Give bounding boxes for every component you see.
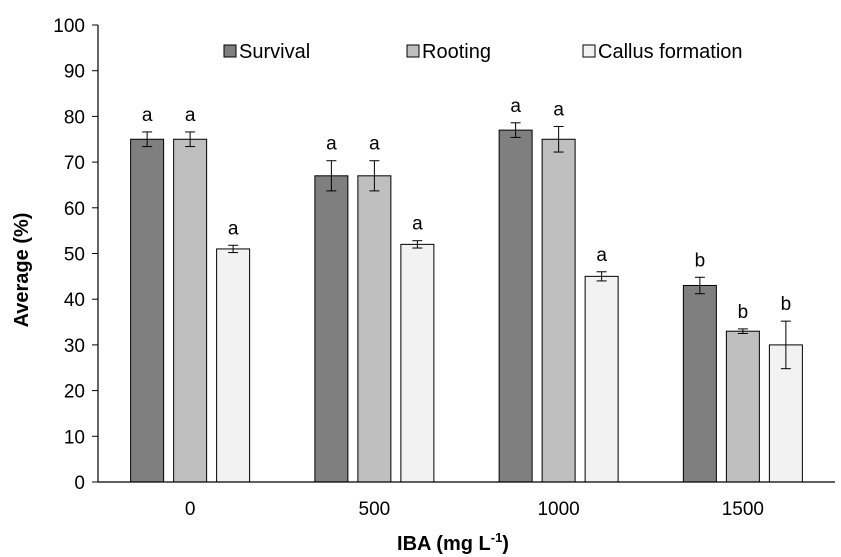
y-tick-label: 20 [64,382,85,403]
legend-label: Rooting [422,41,491,63]
bar-rooting [357,175,392,483]
error-bar [228,244,239,254]
y-tick-label: 100 [53,16,85,37]
error-bar [142,131,153,148]
significance-label: b [738,302,749,323]
x-tick-label: 0 [185,499,196,520]
significance-label: b [695,250,706,271]
error-bar [326,160,337,192]
legend-swatch [223,44,237,58]
significance-label: a [369,134,380,155]
legend-swatch [406,44,420,58]
x-axis-title-main: IBA (mg L [397,533,491,555]
y-tick-label: 50 [64,245,85,266]
y-tick-label: 90 [64,62,85,83]
axes [97,25,835,483]
y-tick-label: 80 [64,107,85,128]
legend: Survival Rooting Callus formation [223,41,743,63]
significance-label: a [412,214,423,235]
legend-label: Callus formation [598,41,743,63]
y-tick-label: 60 [64,199,85,220]
error-bar [412,240,423,249]
y-tick-label: 10 [64,427,85,448]
bar-callus-formation [400,243,435,483]
significance-label: a [596,245,607,266]
legend-item-rooting: Rooting [406,41,491,63]
x-axis-title: IBA (mg L-1) [397,530,509,555]
x-axis-ticks: 0 500 1000 1500 [185,499,764,520]
bar-rooting [541,138,576,483]
error-bar [596,271,607,282]
y-tick-label: 40 [64,290,85,311]
significance-label: b [781,294,792,315]
significance-label: a [185,105,196,126]
y-tick-label: 70 [64,153,85,174]
y-tick-label: 0 [74,473,85,494]
x-tick-label: 1500 [722,499,764,520]
legend-item-callus-formation: Callus formation [582,41,743,63]
y-axis-title: Average (%) [11,213,33,328]
bar-survival [314,175,349,483]
bar-survival [682,284,717,483]
significance-label: a [510,96,521,117]
error-bar [553,125,564,153]
legend-label: Survival [239,41,310,63]
bar-survival [498,129,533,483]
x-axis-title-tail: ) [502,533,509,555]
bar-survival [130,138,165,483]
x-tick-label: 1000 [537,499,579,520]
error-bar [737,328,748,334]
bars: a a a a a a a a a b b b [130,96,803,483]
significance-label: a [142,105,153,126]
error-bar [510,122,521,138]
bar-rooting [725,330,760,483]
error-bar [369,160,380,192]
x-axis-title-sup: -1 [491,530,503,545]
error-bar [694,276,705,295]
bar-callus-formation [216,248,251,483]
legend-item-survival: Survival [223,41,310,63]
bar-rooting [173,138,208,483]
significance-label: a [228,218,239,239]
legend-swatch [582,44,596,58]
error-bar [185,131,196,148]
bar-callus-formation [584,275,619,483]
significance-label: a [326,134,337,155]
y-axis-ticks: 0 10 20 30 40 50 60 70 80 90 100 [53,16,98,494]
error-bar [780,320,791,370]
significance-label: a [553,99,564,120]
x-tick-label: 500 [359,499,391,520]
y-tick-label: 30 [64,336,85,357]
